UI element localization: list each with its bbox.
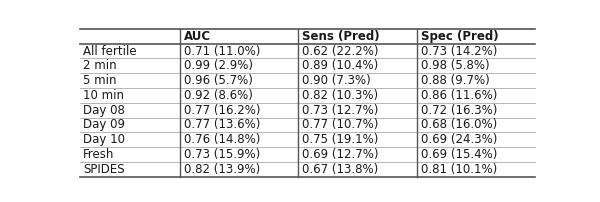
Text: Day 08: Day 08 — [83, 104, 125, 117]
Text: 0.71 (11.0%): 0.71 (11.0%) — [184, 45, 260, 58]
Text: 0.89 (10.4%): 0.89 (10.4%) — [302, 59, 379, 72]
Text: 0.81 (10.1%): 0.81 (10.1%) — [421, 163, 497, 176]
Text: 0.99 (2.9%): 0.99 (2.9%) — [184, 59, 253, 72]
Text: 10 min: 10 min — [83, 89, 124, 102]
Text: 0.77 (13.6%): 0.77 (13.6%) — [184, 118, 260, 132]
Text: AUC: AUC — [184, 30, 211, 43]
Text: 0.73 (12.7%): 0.73 (12.7%) — [302, 104, 379, 117]
Text: 0.77 (10.7%): 0.77 (10.7%) — [302, 118, 379, 132]
Text: 0.88 (9.7%): 0.88 (9.7%) — [421, 74, 490, 87]
Text: 0.76 (14.8%): 0.76 (14.8%) — [184, 133, 260, 146]
Text: 0.73 (14.2%): 0.73 (14.2%) — [421, 45, 497, 58]
Text: 0.72 (16.3%): 0.72 (16.3%) — [421, 104, 497, 117]
Text: 0.90 (7.3%): 0.90 (7.3%) — [302, 74, 371, 87]
Text: SPIDES: SPIDES — [83, 163, 125, 176]
Text: Fresh: Fresh — [83, 148, 115, 161]
Text: 0.68 (16.0%): 0.68 (16.0%) — [421, 118, 497, 132]
Text: 2 min: 2 min — [83, 59, 117, 72]
Text: 0.73 (15.9%): 0.73 (15.9%) — [184, 148, 260, 161]
Text: 0.69 (24.3%): 0.69 (24.3%) — [421, 133, 497, 146]
Text: 0.82 (10.3%): 0.82 (10.3%) — [302, 89, 378, 102]
Text: 0.77 (16.2%): 0.77 (16.2%) — [184, 104, 260, 117]
Text: Spec (Pred): Spec (Pred) — [421, 30, 498, 43]
Text: 0.62 (22.2%): 0.62 (22.2%) — [302, 45, 379, 58]
Text: Sens (Pred): Sens (Pred) — [302, 30, 380, 43]
Text: 0.96 (5.7%): 0.96 (5.7%) — [184, 74, 253, 87]
Text: 0.92 (8.6%): 0.92 (8.6%) — [184, 89, 253, 102]
Text: 5 min: 5 min — [83, 74, 117, 87]
Text: All fertile: All fertile — [83, 45, 137, 58]
Text: Day 09: Day 09 — [83, 118, 125, 132]
Text: 0.98 (5.8%): 0.98 (5.8%) — [421, 59, 489, 72]
Text: 0.69 (12.7%): 0.69 (12.7%) — [302, 148, 379, 161]
Text: Day 10: Day 10 — [83, 133, 125, 146]
Text: 0.69 (15.4%): 0.69 (15.4%) — [421, 148, 497, 161]
Text: 0.82 (13.9%): 0.82 (13.9%) — [184, 163, 260, 176]
Text: 0.75 (19.1%): 0.75 (19.1%) — [302, 133, 379, 146]
Text: 0.67 (13.8%): 0.67 (13.8%) — [302, 163, 379, 176]
Text: 0.86 (11.6%): 0.86 (11.6%) — [421, 89, 497, 102]
